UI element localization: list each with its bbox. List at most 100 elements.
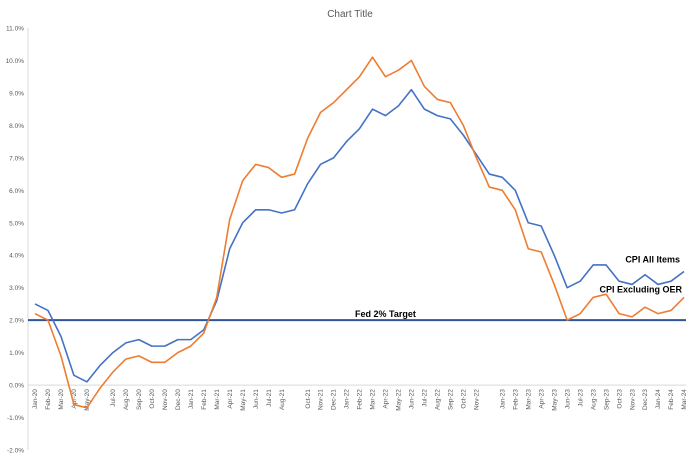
x-tick-label: Jun-23	[564, 389, 571, 409]
x-tick-label: Mar-22	[370, 389, 377, 410]
y-axis-tick-labels: -2.0% -1.0% 0.0% 1.0% 2.0% 3.0% 4.0% 5.0% 6.0% 7.…	[6, 26, 25, 455]
data-point	[125, 358, 127, 360]
data-point	[345, 88, 347, 90]
data-point	[397, 105, 399, 107]
data-point	[475, 157, 477, 159]
data-point	[384, 114, 386, 116]
y-tick-label: -1.0%	[7, 415, 24, 422]
data-point	[670, 309, 672, 311]
data-point	[371, 108, 373, 110]
y-tick-label: 11.0%	[6, 26, 24, 33]
data-point	[683, 270, 685, 272]
y-tick-label: 1.0%	[9, 350, 24, 357]
data-point	[462, 134, 464, 136]
x-tick-label: Apr-21	[227, 389, 234, 409]
data-point	[566, 286, 568, 288]
x-tick-label: May-22	[396, 389, 403, 411]
data-point	[345, 140, 347, 142]
x-tick-label: Sep-20	[136, 389, 143, 410]
x-tick-label: Nov-21	[318, 389, 325, 410]
data-point	[644, 274, 646, 276]
y-tick-label: 10.0%	[6, 58, 25, 65]
x-tick-label: Mar-20	[58, 389, 65, 410]
x-tick-label: Jan-23	[499, 389, 506, 409]
data-point	[86, 407, 88, 409]
data-point	[618, 312, 620, 314]
data-point	[527, 248, 529, 250]
data-point	[254, 209, 256, 211]
x-tick-label: Aug-20	[123, 389, 130, 410]
series-line-cpi-all-items	[34, 88, 685, 383]
data-point	[177, 351, 179, 353]
x-tick-label: Feb-20	[45, 389, 52, 410]
data-point	[164, 361, 166, 363]
data-point	[501, 176, 503, 178]
x-tick-label: Oct-23	[616, 389, 623, 409]
data-point	[216, 296, 218, 298]
data-point	[566, 319, 568, 321]
data-point	[280, 212, 282, 214]
x-tick-label: Jan-22	[344, 389, 351, 409]
data-point	[177, 338, 179, 340]
data-point	[605, 264, 607, 266]
series-line-cpi-excluding-oer	[34, 56, 685, 409]
data-point	[410, 88, 412, 90]
data-point	[306, 137, 308, 139]
data-point	[358, 127, 360, 129]
x-tick-label: Nov-23	[629, 389, 636, 410]
data-point	[683, 296, 685, 298]
data-point	[371, 56, 373, 58]
x-tick-label: May-21	[240, 389, 247, 411]
data-point	[99, 364, 101, 366]
data-point	[319, 111, 321, 113]
y-tick-label: 3.0%	[9, 285, 24, 292]
data-point	[488, 173, 490, 175]
y-tick-label: 2.0%	[9, 318, 24, 325]
data-point	[488, 186, 490, 188]
data-point	[190, 345, 192, 347]
data-point	[553, 283, 555, 285]
annotation-label: Fed 2% Target	[355, 309, 416, 319]
y-tick-label: 6.0%	[9, 188, 24, 195]
data-point	[436, 114, 438, 116]
data-point	[112, 371, 114, 373]
annotations: CPI All Items CPI Excluding OER Fed 2% Tar…	[355, 254, 682, 319]
data-point	[462, 124, 464, 126]
x-tick-label: Jul-23	[577, 389, 584, 407]
x-tick-label: Oct-21	[305, 389, 312, 409]
x-tick-label: Nov-20	[162, 389, 169, 410]
data-point	[229, 218, 231, 220]
y-tick-label: 0.0%	[9, 383, 24, 390]
x-tick-label: Aug-23	[590, 389, 597, 410]
data-point	[306, 183, 308, 185]
x-tick-label: Jul-20	[110, 389, 117, 407]
data-point	[293, 173, 295, 175]
data-point	[579, 312, 581, 314]
y-tick-label: 7.0%	[9, 155, 24, 162]
data-point	[112, 351, 114, 353]
data-point	[592, 264, 594, 266]
y-tick-label: 4.0%	[9, 253, 24, 260]
annotation-label: CPI Excluding OER	[599, 284, 682, 294]
y-tick-label: 9.0%	[9, 90, 24, 97]
data-point	[138, 355, 140, 357]
data-point	[540, 225, 542, 227]
data-point	[241, 222, 243, 224]
data-point	[60, 355, 62, 357]
data-point	[332, 157, 334, 159]
data-point	[60, 335, 62, 337]
x-tick-label: Apr-23	[538, 389, 545, 409]
data-point	[436, 98, 438, 100]
x-tick-label: Jul-22	[422, 389, 429, 407]
x-tick-label: Feb-22	[357, 389, 364, 410]
x-tick-label: Aug-21	[279, 389, 286, 410]
chart-title: Chart Title	[327, 9, 373, 20]
data-point	[449, 118, 451, 120]
data-point	[73, 403, 75, 405]
data-point	[267, 166, 269, 168]
data-point	[332, 101, 334, 103]
data-point	[138, 338, 140, 340]
x-tick-label: Mar-23	[525, 389, 532, 410]
